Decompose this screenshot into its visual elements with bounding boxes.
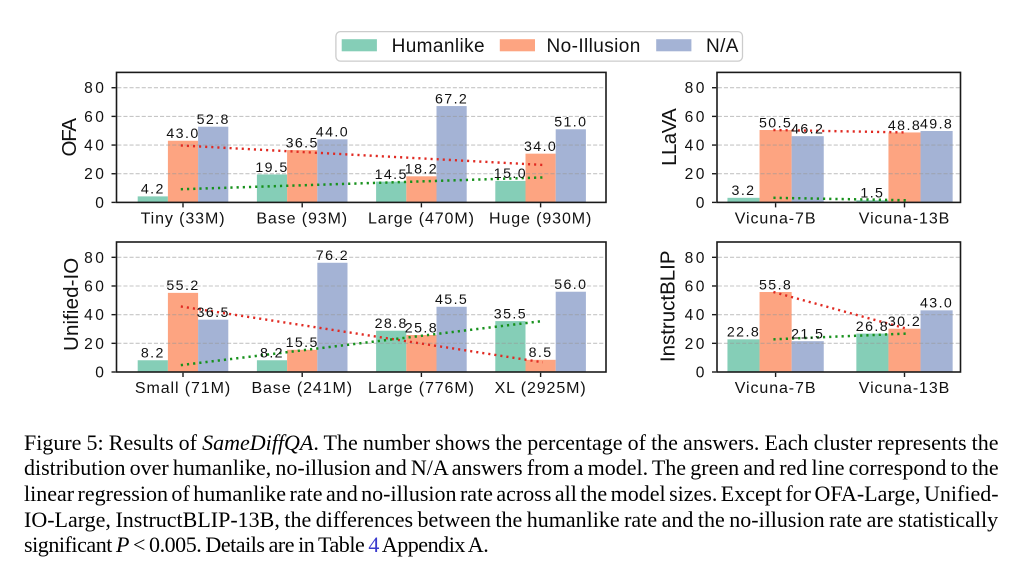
- svg-text:0: 0: [95, 365, 106, 382]
- svg-text:40: 40: [84, 307, 106, 324]
- svg-text:Large (776M): Large (776M): [368, 380, 475, 397]
- svg-text:80: 80: [685, 80, 707, 97]
- svg-text:51.0: 51.0: [554, 115, 587, 131]
- svg-text:55.2: 55.2: [166, 278, 199, 294]
- svg-text:40: 40: [685, 307, 707, 324]
- svg-text:52.8: 52.8: [197, 112, 230, 128]
- svg-text:N/A: N/A: [706, 36, 739, 57]
- svg-text:15.0: 15.0: [494, 166, 527, 182]
- svg-text:43.0: 43.0: [166, 126, 199, 142]
- svg-text:50.5: 50.5: [759, 115, 792, 131]
- svg-text:56.0: 56.0: [554, 277, 587, 293]
- svg-text:80: 80: [84, 80, 106, 97]
- svg-text:Vicuna-13B: Vicuna-13B: [859, 380, 950, 397]
- svg-text:15.5: 15.5: [286, 335, 319, 351]
- svg-text:8.2: 8.2: [141, 346, 165, 362]
- svg-text:22.8: 22.8: [727, 325, 760, 341]
- svg-text:Vicuna-7B: Vicuna-7B: [735, 210, 817, 227]
- svg-text:60: 60: [685, 278, 707, 295]
- svg-text:0: 0: [95, 195, 106, 212]
- svg-text:55.8: 55.8: [759, 277, 792, 293]
- svg-text:36.5: 36.5: [286, 135, 319, 151]
- svg-text:60: 60: [84, 278, 106, 295]
- svg-text:25.8: 25.8: [405, 320, 438, 336]
- svg-text:Vicuna-13B: Vicuna-13B: [859, 210, 950, 227]
- svg-text:Unified-IO: Unified-IO: [60, 258, 83, 351]
- svg-text:43.0: 43.0: [920, 296, 953, 312]
- svg-text:67.2: 67.2: [435, 91, 468, 107]
- svg-text:Small (71M): Small (71M): [135, 380, 231, 397]
- svg-text:60: 60: [685, 109, 707, 126]
- svg-text:28.8: 28.8: [375, 316, 408, 332]
- svg-text:Humanlike: Humanlike: [392, 36, 485, 57]
- svg-text:1.5: 1.5: [860, 186, 884, 202]
- svg-text:Tiny (33M): Tiny (33M): [141, 210, 226, 227]
- svg-text:80: 80: [685, 250, 707, 267]
- svg-text:20: 20: [84, 336, 106, 353]
- svg-text:Base (93M): Base (93M): [256, 210, 348, 227]
- svg-text:30.2: 30.2: [888, 314, 921, 330]
- svg-text:XL (2925M): XL (2925M): [495, 380, 587, 397]
- svg-text:Base (241M): Base (241M): [251, 380, 353, 397]
- svg-text:3.2: 3.2: [732, 183, 756, 199]
- svg-text:Huge (930M): Huge (930M): [489, 210, 592, 227]
- svg-text:14.5: 14.5: [375, 167, 408, 183]
- svg-text:20: 20: [685, 166, 707, 183]
- svg-text:26.8: 26.8: [856, 319, 889, 335]
- svg-text:34.0: 34.0: [524, 139, 557, 155]
- svg-text:35.5: 35.5: [494, 306, 527, 322]
- svg-text:OFA: OFA: [58, 118, 81, 157]
- svg-text:48.8: 48.8: [888, 118, 921, 134]
- svg-text:46.2: 46.2: [791, 121, 824, 137]
- svg-text:Large (470M): Large (470M): [368, 210, 475, 227]
- svg-text:60: 60: [84, 109, 106, 126]
- svg-text:4.2: 4.2: [141, 182, 165, 198]
- svg-text:0: 0: [696, 195, 707, 212]
- svg-text:8.2: 8.2: [260, 346, 284, 362]
- svg-text:80: 80: [84, 250, 106, 267]
- svg-text:Vicuna-7B: Vicuna-7B: [735, 380, 817, 397]
- svg-text:18.2: 18.2: [405, 162, 438, 178]
- svg-text:8.5: 8.5: [529, 345, 553, 361]
- svg-text:36.5: 36.5: [197, 305, 230, 321]
- svg-text:40: 40: [685, 138, 707, 155]
- svg-text:76.2: 76.2: [316, 248, 349, 264]
- svg-text:LLaVA: LLaVA: [658, 108, 681, 166]
- svg-text:19.5: 19.5: [255, 160, 288, 176]
- svg-text:49.8: 49.8: [920, 116, 953, 132]
- svg-text:44.0: 44.0: [316, 125, 349, 141]
- svg-text:0: 0: [696, 365, 707, 382]
- svg-text:No-Illusion: No-Illusion: [547, 36, 641, 57]
- svg-text:20: 20: [685, 336, 707, 353]
- svg-text:20: 20: [84, 166, 106, 183]
- svg-text:40: 40: [84, 138, 106, 155]
- svg-text:45.5: 45.5: [435, 292, 468, 308]
- svg-text:InstructBLIP: InstructBLIP: [657, 250, 680, 362]
- svg-text:21.5: 21.5: [791, 326, 824, 342]
